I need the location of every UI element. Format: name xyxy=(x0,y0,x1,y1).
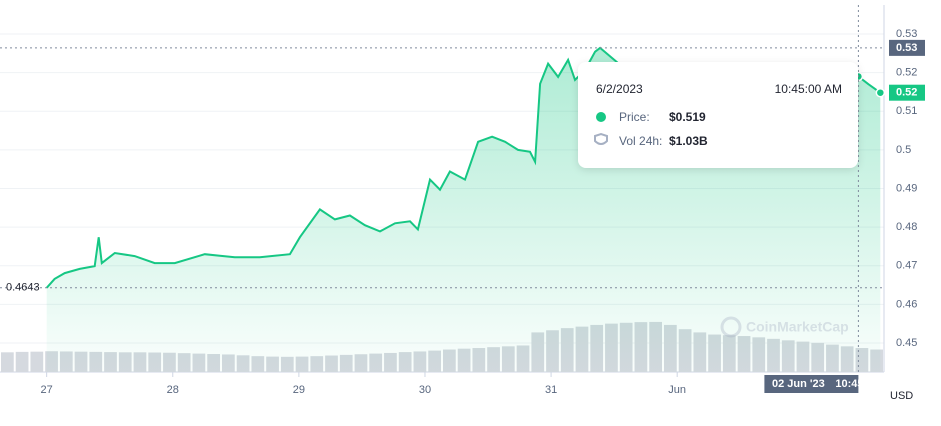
y-tick-label: 0.46 xyxy=(896,298,917,310)
y-tick-label: 0.45 xyxy=(896,337,917,349)
watermark-text: CoinMarketCap xyxy=(746,319,849,335)
x-tick-label: 28 xyxy=(167,384,179,396)
y-tick-label: 0.51 xyxy=(896,105,917,117)
tooltip-volume-label: Vol 24h: xyxy=(619,134,662,148)
tooltip: 6/2/2023 10:45:00 AM Price: $0.519 Vol 2… xyxy=(578,62,858,168)
tooltip-price: $0.519 xyxy=(669,110,706,124)
tooltip-volume: $1.03B xyxy=(669,134,708,148)
volume-bar xyxy=(1,352,14,372)
volume-bar xyxy=(15,351,29,372)
x-tick-label: 31 xyxy=(545,384,557,396)
tooltip-box xyxy=(578,62,858,168)
tooltip-time: 10:45:00 AM xyxy=(775,82,842,96)
y-tick-label: 0.53 xyxy=(896,28,917,40)
y-tick-label: 0.47 xyxy=(896,260,917,272)
start-price-label: 0.4643 xyxy=(6,282,40,294)
y-tick-label: 0.48 xyxy=(896,221,917,233)
currency: USD xyxy=(890,390,913,402)
x-tick-label: 27 xyxy=(41,384,53,396)
y-tick-label: 0.52 xyxy=(896,67,917,79)
crosshair-price-badge xyxy=(889,39,925,56)
crosshair-date-badge xyxy=(764,375,859,393)
y-tick-label: 0.5 xyxy=(896,144,911,156)
x-tick-label: Jun xyxy=(668,384,686,396)
y-tick-label: 0.49 xyxy=(896,182,917,194)
x-tick-label: 30 xyxy=(419,384,431,396)
price-dot xyxy=(596,112,606,122)
x-tick-label: 29 xyxy=(293,384,305,396)
crosshair-date-text: 02 Jun '23 xyxy=(772,378,825,390)
price-line xyxy=(45,46,881,289)
tooltip-price-label: Price: xyxy=(619,110,650,124)
last-price-badge xyxy=(889,84,925,101)
crosshair-time-text: 10:45:00 xyxy=(835,378,879,390)
last-price-text: 0.52 xyxy=(896,87,917,99)
volume-icon xyxy=(594,132,608,145)
crosshair-price-text: 0.53 xyxy=(896,42,917,54)
watermark: CoinMarketCap xyxy=(720,316,849,338)
tooltip-date: 6/2/2023 xyxy=(596,82,643,96)
last-point xyxy=(875,87,886,98)
volume-bar xyxy=(30,351,44,372)
